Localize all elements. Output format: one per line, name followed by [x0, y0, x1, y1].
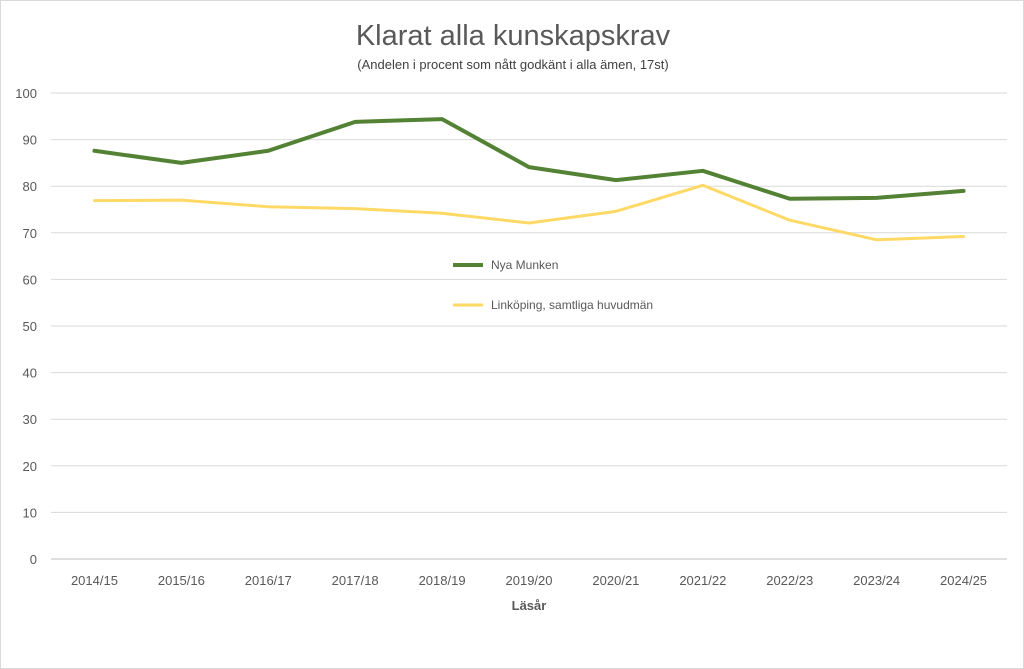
- x-tick-label: 2016/17: [245, 573, 292, 588]
- x-tick-label: 2023/24: [853, 573, 900, 588]
- y-tick-label: 0: [30, 552, 37, 567]
- legend-label: Nya Munken: [491, 258, 558, 272]
- y-tick-label: 30: [23, 412, 37, 427]
- chart-title: Klarat alla kunskapskrav: [356, 20, 671, 52]
- y-tick-label: 80: [23, 179, 37, 194]
- chart-subtitle: (Andelen i procent som nått godkänt i al…: [357, 57, 668, 72]
- y-tick-label: 40: [23, 366, 37, 381]
- series-line-nya-munken: [92, 117, 966, 201]
- legend-label: Linköping, samtliga huvudmän: [491, 298, 653, 312]
- x-tick-label: 2014/15: [71, 573, 118, 588]
- y-tick-label: 50: [23, 319, 37, 334]
- x-tick-label: 2020/21: [592, 573, 639, 588]
- x-axis-label: Läsår: [512, 598, 547, 613]
- x-tick-label: 2018/19: [419, 573, 466, 588]
- x-tick-label: 2022/23: [766, 573, 813, 588]
- series-line-linköping-samtliga-huvudmän: [92, 183, 966, 242]
- y-tick-label: 70: [23, 226, 37, 241]
- y-tick-label: 90: [23, 133, 37, 148]
- x-tick-label: 2021/22: [679, 573, 726, 588]
- x-tick-label: 2024/25: [940, 573, 987, 588]
- x-tick-label: 2017/18: [332, 573, 379, 588]
- x-tick-label: 2015/16: [158, 573, 205, 588]
- y-tick-label: 10: [23, 505, 37, 520]
- y-tick-label: 20: [23, 459, 37, 474]
- y-tick-label: 100: [15, 86, 37, 101]
- y-tick-label: 60: [23, 272, 37, 287]
- x-tick-label: 2019/20: [506, 573, 553, 588]
